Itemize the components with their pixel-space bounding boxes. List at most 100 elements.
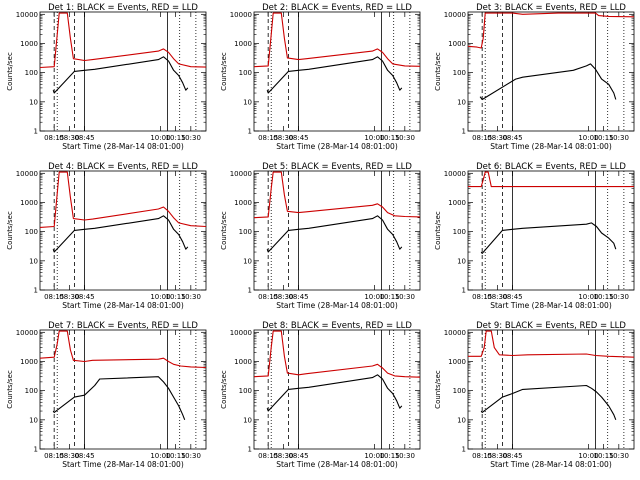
chart-title: Det 5: BLACK = Events, RED = LLD xyxy=(262,162,412,172)
chart-panel-1: Det 1: BLACK = Events, RED = LLD 1 10 100 10… xyxy=(6,3,207,151)
x-tick-label: 08:30 xyxy=(59,452,79,460)
chart-title: Det 7: BLACK = Events, RED = LLD xyxy=(48,321,198,331)
chart-title: Det 9: BLACK = Events, RED = LLD xyxy=(476,321,626,331)
plot-frame xyxy=(467,170,635,291)
chart-title: Det 3: BLACK = Events, RED = LLD xyxy=(476,3,626,13)
x-tick-label: 08:15 xyxy=(472,452,492,460)
x-tick-label: 10:00 xyxy=(150,452,170,460)
chart-panel-7: Det 7: BLACK = Events, RED = LLD 1 10 100 10… xyxy=(6,321,207,469)
x-tick-label: 10:00 xyxy=(150,134,170,142)
x-axis-label: Start Time (28-Mar-14 08:01:00) xyxy=(62,142,184,151)
x-tick-label: 08:45 xyxy=(288,293,308,301)
x-tick-label: 10:30 xyxy=(181,293,201,301)
chart-title: Det 1: BLACK = Events, RED = LLD xyxy=(48,3,198,13)
plot-frame xyxy=(253,170,421,291)
x-tick-label: 10:15 xyxy=(380,452,400,460)
y-tick-label: 1000 xyxy=(234,358,252,366)
chart-panel-5: Det 5: BLACK = Events, RED = LLD 1 10 100 10… xyxy=(220,162,421,310)
y-tick-label: 10000 xyxy=(16,329,38,337)
chart-title: Det 8: BLACK = Events, RED = LLD xyxy=(262,321,412,331)
y-axis-label: Counts/sec xyxy=(6,370,14,409)
x-tick-label: 10:30 xyxy=(395,293,415,301)
x-tick-label: 10:15 xyxy=(594,134,614,142)
y-tick-label: 10 xyxy=(243,98,252,106)
x-tick-label: 10:30 xyxy=(181,452,201,460)
x-tick-label: 08:15 xyxy=(472,293,492,301)
events-series-line xyxy=(52,56,189,94)
x-tick-label: 10:15 xyxy=(380,293,400,301)
y-axis-label: Counts/sec xyxy=(434,52,442,91)
y-tick-label: 100 xyxy=(453,387,466,395)
x-tick-label: 10:00 xyxy=(578,293,598,301)
x-tick-label: 08:15 xyxy=(44,452,64,460)
y-tick-label: 1 xyxy=(248,446,252,454)
events-series-line xyxy=(266,215,403,253)
events-series-line xyxy=(52,376,186,421)
y-tick-label: 100 xyxy=(25,69,38,77)
y-tick-label: 100 xyxy=(25,228,38,236)
x-tick-label: 08:45 xyxy=(288,134,308,142)
x-tick-label: 08:30 xyxy=(487,452,507,460)
lld-series-line xyxy=(468,330,635,358)
x-tick-label: 08:30 xyxy=(487,293,507,301)
y-tick-label: 100 xyxy=(239,69,252,77)
x-tick-label: 10:30 xyxy=(395,452,415,460)
lld-series-line xyxy=(468,171,634,188)
plot-frame xyxy=(253,329,421,450)
x-tick-label: 08:45 xyxy=(288,452,308,460)
x-tick-label: 08:30 xyxy=(273,452,293,460)
events-series-line xyxy=(266,56,403,94)
x-tick-label: 08:15 xyxy=(44,293,64,301)
y-tick-label: 1 xyxy=(462,128,466,136)
x-tick-label: 10:15 xyxy=(166,293,186,301)
y-tick-label: 10 xyxy=(29,257,38,265)
x-tick-label: 10:15 xyxy=(166,134,186,142)
chart-title: Det 4: BLACK = Events, RED = LLD xyxy=(48,162,198,172)
y-axis-label: Counts/sec xyxy=(220,52,228,91)
x-tick-label: 10:00 xyxy=(364,452,384,460)
y-axis-label: Counts/sec xyxy=(434,211,442,250)
x-tick-label: 10:15 xyxy=(594,452,614,460)
chart-panel-4: Det 4: BLACK = Events, RED = LLD 1 10 100 10… xyxy=(6,162,207,310)
y-tick-label: 1000 xyxy=(234,199,252,207)
x-tick-label: 08:45 xyxy=(74,452,94,460)
lld-series-line xyxy=(253,330,421,378)
x-tick-label: 10:00 xyxy=(150,293,170,301)
y-tick-label: 10 xyxy=(457,416,466,424)
lld-series-line xyxy=(467,12,635,49)
y-tick-label: 1 xyxy=(34,128,38,136)
y-tick-label: 1 xyxy=(462,287,466,295)
y-tick-label: 10 xyxy=(457,257,466,265)
chart-panel-8: Det 8: BLACK = Events, RED = LLD 1 10 100 10… xyxy=(220,321,421,469)
chart-panel-6: Det 6: BLACK = Events, RED = LLD 1 10 100 10… xyxy=(434,162,635,310)
x-tick-label: 10:00 xyxy=(364,134,384,142)
y-tick-label: 1 xyxy=(34,446,38,454)
chart-title: Det 6: BLACK = Events, RED = LLD xyxy=(476,162,626,172)
lld-series-line xyxy=(39,330,207,369)
y-tick-label: 10 xyxy=(29,98,38,106)
x-tick-label: 10:30 xyxy=(609,452,629,460)
events-series-line xyxy=(480,222,617,254)
chart-panel-9: Det 9: BLACK = Events, RED = LLD 1 10 100 10… xyxy=(434,321,635,469)
y-axis-label: Counts/sec xyxy=(6,211,14,250)
events-series-line xyxy=(266,374,403,412)
y-axis-label: Counts/sec xyxy=(6,52,14,91)
x-tick-label: 08:45 xyxy=(74,293,94,301)
y-tick-label: 100 xyxy=(25,387,38,395)
x-tick-label: 08:45 xyxy=(502,134,522,142)
x-tick-label: 08:30 xyxy=(59,134,79,142)
x-axis-label: Start Time (28-Mar-14 08:01:00) xyxy=(490,460,612,469)
y-tick-label: 100 xyxy=(453,69,466,77)
lld-series-line xyxy=(39,12,207,69)
lld-series-line xyxy=(253,171,421,219)
x-tick-label: 08:30 xyxy=(487,134,507,142)
y-axis-label: Counts/sec xyxy=(220,370,228,409)
y-tick-label: 1000 xyxy=(448,40,466,48)
x-tick-label: 08:15 xyxy=(44,134,64,142)
y-tick-label: 100 xyxy=(453,228,466,236)
y-tick-label: 1000 xyxy=(20,40,38,48)
lld-series-line xyxy=(39,171,207,228)
y-tick-label: 10 xyxy=(243,257,252,265)
y-tick-label: 10000 xyxy=(16,170,38,178)
y-tick-label: 1000 xyxy=(448,358,466,366)
